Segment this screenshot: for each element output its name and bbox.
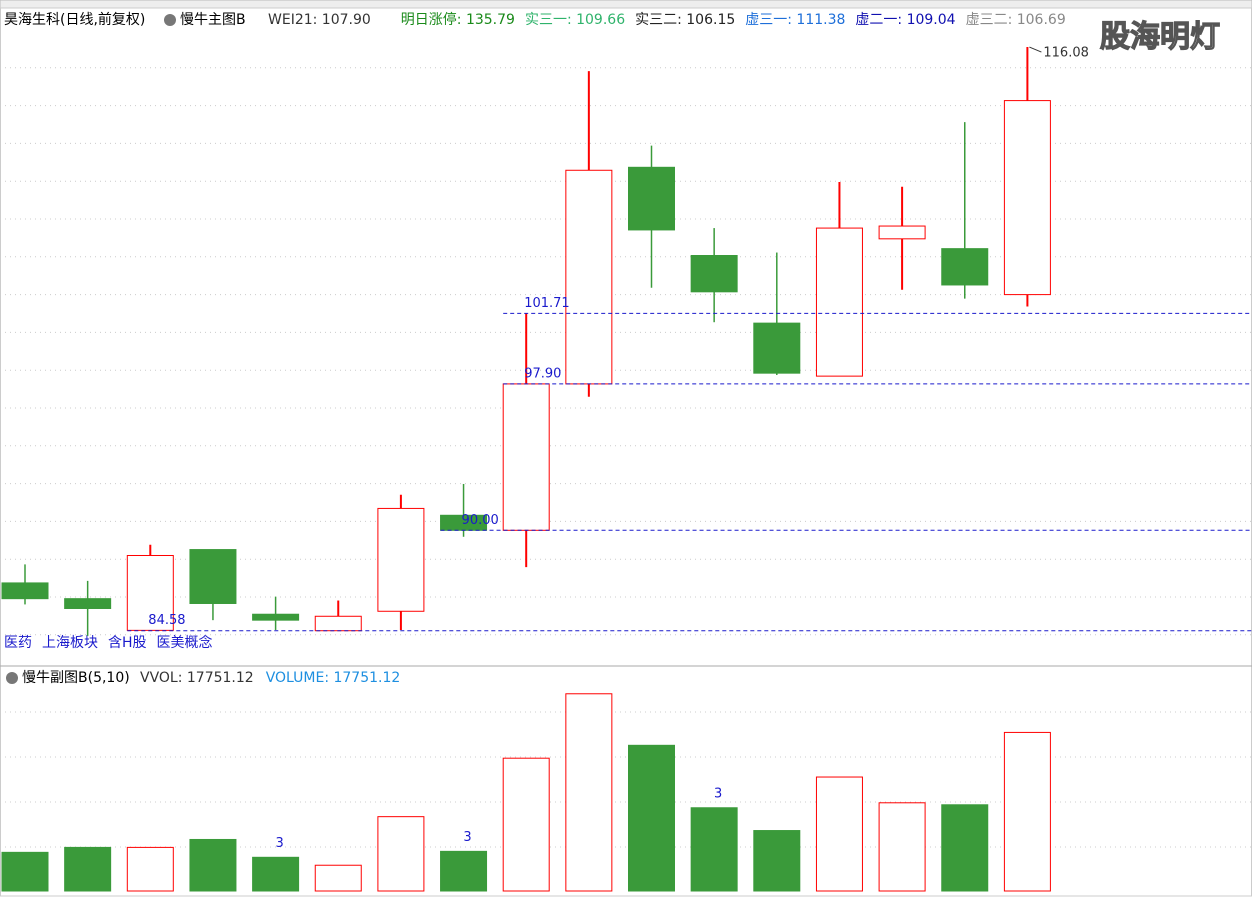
volume-bar xyxy=(878,802,926,892)
max-label: 116.08 xyxy=(1043,46,1089,61)
concept-tag: 含H股 xyxy=(108,635,147,651)
candle-body xyxy=(502,383,550,531)
menu-icon[interactable] xyxy=(6,672,18,684)
candle-body xyxy=(690,255,738,293)
indicator-value: 虚三二: 106.69 xyxy=(966,12,1066,28)
volume-bar xyxy=(502,757,550,892)
candle-body xyxy=(1003,100,1051,296)
volume-bar xyxy=(565,693,613,892)
indicator-name: 慢牛主图B xyxy=(180,11,246,28)
candle-body xyxy=(941,248,989,286)
signal-label: 3 xyxy=(714,786,722,801)
volume-bar xyxy=(377,816,425,892)
concept-tag: 上海板块 xyxy=(42,635,98,651)
volume-bar xyxy=(941,804,989,892)
volume-bar xyxy=(690,807,738,892)
volume-bar xyxy=(314,864,362,892)
concept-tag: 医药 xyxy=(4,635,32,651)
level-label: 97.90 xyxy=(524,366,561,381)
candle-body xyxy=(189,549,237,604)
volume-bar xyxy=(64,846,112,892)
candle-body xyxy=(753,322,801,374)
candle-body xyxy=(565,169,613,385)
concept-tag: 医美概念 xyxy=(157,634,213,651)
indicator-value: 明日涨停: 135.79 xyxy=(401,11,515,28)
indicator-value: 实三二: 106.15 xyxy=(635,12,735,28)
level-label: 84.58 xyxy=(148,613,185,628)
candle-body xyxy=(252,613,300,621)
candle-body xyxy=(377,507,425,612)
signal-label: 3 xyxy=(275,836,283,851)
volume-bar xyxy=(1003,731,1051,892)
volume-bar xyxy=(189,838,237,892)
level-label: 101.71 xyxy=(524,296,570,311)
volume-bar xyxy=(753,830,801,892)
volume-bar xyxy=(815,776,863,892)
volume-bar xyxy=(252,856,300,892)
level-label: 90.00 xyxy=(462,513,499,528)
candle-body xyxy=(1,582,49,600)
indicator-value: 虚三一: 111.38 xyxy=(745,12,845,28)
frame xyxy=(0,7,1252,897)
volume-bar xyxy=(126,846,174,892)
candle-body xyxy=(64,598,112,609)
candle-body xyxy=(878,225,926,240)
volume-bar xyxy=(1,851,49,892)
max-arrow xyxy=(1029,46,1042,53)
candle-body xyxy=(815,227,863,377)
watermark: 股海明灯 xyxy=(1100,20,1220,55)
indicator-value: VVOL: 17751.12 xyxy=(140,670,254,686)
signal-label: 3 xyxy=(463,830,471,845)
indicator-value: 虚二一: 109.04 xyxy=(855,12,955,28)
toolbar xyxy=(0,0,1252,9)
indicator-value: VOLUME: 17751.12 xyxy=(266,670,401,686)
candle-body xyxy=(314,615,362,632)
menu-icon[interactable] xyxy=(164,14,176,26)
indicator-value: 实三一: 109.66 xyxy=(525,12,625,28)
sub-indicator-name: 慢牛副图B(5,10) xyxy=(22,669,130,686)
volume-bar xyxy=(628,744,675,892)
stock-title: 昊海生科(日线,前复权) xyxy=(4,11,145,28)
candle-body xyxy=(628,166,675,231)
indicator-value: WEI21: 107.90 xyxy=(268,12,371,28)
volume-bar xyxy=(440,850,488,892)
